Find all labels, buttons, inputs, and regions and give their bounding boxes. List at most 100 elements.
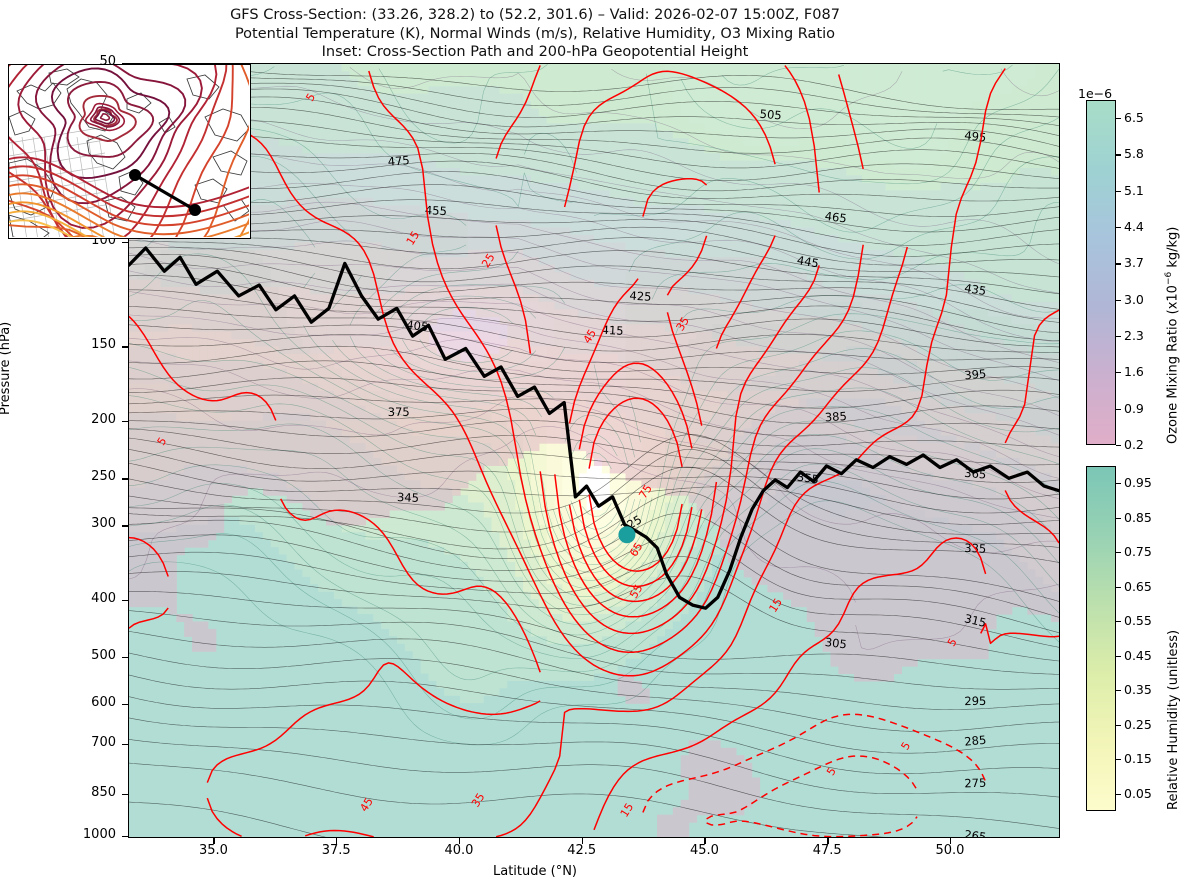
pressure-tickmark <box>122 525 128 527</box>
theta-contour-label: 385 <box>824 409 847 424</box>
x-axis-label: Latitude (°N) <box>0 864 1070 879</box>
latitude-tick-35.0: 35.0 <box>178 843 248 858</box>
humidity-colorbar-tickmark <box>1116 793 1121 795</box>
theta-contour-label: 345 <box>397 490 420 505</box>
pressure-tick-300: 300 <box>91 516 116 531</box>
theta-contour-label: 425 <box>629 289 652 304</box>
humidity-colorbar-tickmark <box>1116 586 1121 588</box>
cross-section-marker[interactable] <box>618 526 636 544</box>
latitude-tickmark <box>949 838 952 844</box>
latitude-tickmark <box>581 838 583 844</box>
ozone-colorbar-tick-2.3: 2.3 <box>1124 328 1144 343</box>
pressure-tickmark <box>122 241 128 244</box>
pressure-tickmark <box>122 63 128 65</box>
wind-contour-label: 65 <box>627 540 645 559</box>
latitude-tick-47.5: 47.5 <box>792 843 862 858</box>
ozone-colorbar-tick-1.6: 1.6 <box>1124 364 1144 379</box>
theta-contour-label: 295 <box>964 694 986 708</box>
cross-section-path-line <box>133 173 197 212</box>
humidity-colorbar-tickmark <box>1116 621 1121 623</box>
ozone-colorbar-gradient <box>1086 100 1116 445</box>
y-axis-label: Pressure (hPa) <box>0 322 13 415</box>
ozone-colorbar-tick-0.2: 0.2 <box>1124 437 1144 452</box>
theta-contour-label: 455 <box>425 203 448 218</box>
theta-contour-label: 315 <box>963 611 988 630</box>
ozone-colorbar-tickmark <box>1116 227 1121 229</box>
pressure-tick-400: 400 <box>91 591 116 606</box>
title-line-2: Potential Temperature (K), Normal Winds … <box>0 25 1070 44</box>
ozone-colorbar-tick-6.5: 6.5 <box>1124 110 1144 125</box>
ozone-colorbar-label: Ozone Mixing Ratio (x10−6 kg/kg) <box>1164 227 1180 444</box>
cross-section-end-point <box>189 204 201 216</box>
latitude-tick-42.5: 42.5 <box>547 843 617 858</box>
theta-contour-label: 285 <box>964 733 987 749</box>
latitude-tick-50.0: 50.0 <box>915 843 985 858</box>
chart-title: GFS Cross-Section: (33.26, 328.2) to (52… <box>0 6 1070 62</box>
wind-contour-label: 75 <box>636 482 654 501</box>
ozone-colorbar-tickmark <box>1116 118 1121 120</box>
wind-contour-label: 55 <box>627 582 645 601</box>
wind-contour-label: 35 <box>469 791 487 810</box>
ozone-colorbar-tick-4.4: 4.4 <box>1124 219 1144 234</box>
pressure-tickmark <box>122 657 128 659</box>
humidity-colorbar-tick-0.75: 0.75 <box>1124 544 1152 559</box>
ozone-colorbar-offset: 1e−6 <box>1078 86 1112 101</box>
pressure-tick-600: 600 <box>91 695 116 710</box>
theta-contour-label: 415 <box>601 323 624 338</box>
theta-contour-label: 395 <box>964 367 987 383</box>
theta-contour-label: 265 <box>963 827 987 837</box>
humidity-colorbar-gradient <box>1086 466 1116 811</box>
humidity-colorbar-tick-0.05: 0.05 <box>1124 786 1152 801</box>
pressure-tickmark <box>122 743 128 746</box>
title-line-3: Inset: Cross-Section Path and 200-hPa Ge… <box>0 43 1070 62</box>
wind-contour-label: 15 <box>404 229 422 248</box>
theta-contour-label: 305 <box>824 635 847 651</box>
humidity-colorbar-tick-0.25: 0.25 <box>1124 717 1152 732</box>
humidity-colorbar-tickmark <box>1116 655 1121 657</box>
humidity-colorbar-tickmark <box>1116 552 1121 554</box>
pressure-tick-1000: 1000 <box>83 827 116 842</box>
ozone-colorbar-tick-0.9: 0.9 <box>1124 401 1144 416</box>
pressure-tick-850: 850 <box>91 785 116 800</box>
ozone-colorbar-tickmark <box>1116 372 1121 374</box>
humidity-colorbar-tickmark <box>1116 517 1121 519</box>
ozone-colorbar-tickmark <box>1116 299 1121 301</box>
wind-contour-label: 35 <box>674 315 692 334</box>
pressure-tick-150: 150 <box>91 337 116 352</box>
wind-contour-label: 15 <box>618 801 636 820</box>
humidity-colorbar-tick-0.35: 0.35 <box>1124 682 1152 697</box>
latitude-tickmark <box>827 838 829 844</box>
ozone-colorbar-tick-5.1: 5.1 <box>1124 183 1144 198</box>
theta-contour-label: 495 <box>964 128 987 144</box>
wind-contour-label: 25 <box>479 251 497 270</box>
pressure-tick-250: 250 <box>91 469 116 484</box>
pressure-tickmark <box>122 478 128 480</box>
pressure-tickmark <box>122 836 128 838</box>
humidity-colorbar-tick-0.45: 0.45 <box>1124 648 1152 663</box>
humidity-colorbar-tickmark <box>1116 690 1121 692</box>
latitude-tick-40.0: 40.0 <box>424 843 494 858</box>
pressure-tickmark <box>122 599 128 601</box>
latitude-tickmark <box>704 838 706 844</box>
latitude-tick-45.0: 45.0 <box>669 843 739 858</box>
pressure-tickmark <box>122 794 128 796</box>
wind-contour-label: 45 <box>581 327 599 346</box>
humidity-colorbar-tickmark <box>1116 724 1121 726</box>
humidity-colorbar[interactable]: Relative Humidity (unitless) 0.95 0.85 0.7… <box>1086 466 1182 811</box>
ozone-colorbar[interactable]: Ozone Mixing Ratio (x10−6 kg/kg) 6.5 5.8 5… <box>1086 100 1182 452</box>
pressure-tick-700: 700 <box>91 735 116 750</box>
wind-contour-label: 15 <box>767 596 785 615</box>
latitude-tickmark <box>336 838 338 844</box>
pressure-tick-200: 200 <box>91 412 116 427</box>
ozone-colorbar-tickmark <box>1116 263 1121 265</box>
ozone-colorbar-tick-3.7: 3.7 <box>1124 255 1144 270</box>
theta-contour-label: 275 <box>964 776 986 791</box>
ozone-colorbar-tickmark <box>1116 408 1121 410</box>
cross-section-plot[interactable]: 505 495 475 465 455 445 435 425 415 405 395 385 375 3… <box>128 63 1060 838</box>
pressure-tickmark <box>122 704 128 706</box>
humidity-colorbar-label: Relative Humidity (unitless) <box>1166 630 1181 810</box>
humidity-colorbar-tick-0.85: 0.85 <box>1124 510 1152 525</box>
inset-map[interactable] <box>8 64 251 239</box>
latitude-tick-37.5: 37.5 <box>301 843 371 858</box>
theta-contour-label: 435 <box>963 281 987 298</box>
